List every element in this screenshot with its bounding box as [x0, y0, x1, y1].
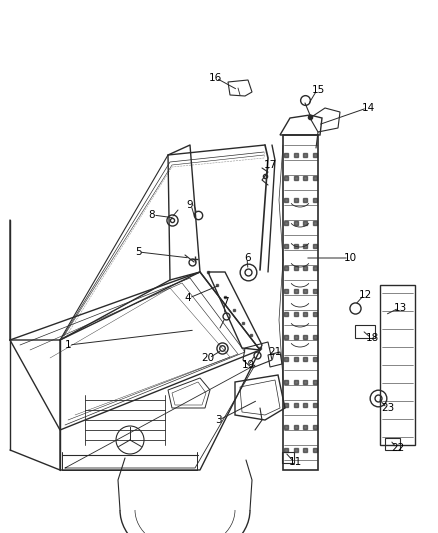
Text: 14: 14	[361, 103, 374, 113]
Text: 15: 15	[311, 85, 325, 95]
Text: 17: 17	[263, 160, 277, 170]
Text: 6: 6	[245, 253, 251, 263]
Text: 19: 19	[241, 360, 254, 370]
Text: 5: 5	[135, 247, 141, 257]
Text: 13: 13	[393, 303, 406, 313]
Text: 3: 3	[215, 415, 221, 425]
Text: 4: 4	[185, 293, 191, 303]
Text: 9: 9	[187, 200, 193, 210]
Text: 22: 22	[392, 443, 405, 453]
Text: 20: 20	[201, 353, 215, 363]
Text: 8: 8	[148, 210, 155, 220]
Text: 18: 18	[365, 333, 378, 343]
Text: 7: 7	[222, 297, 228, 307]
Text: 12: 12	[358, 290, 371, 300]
Text: 10: 10	[343, 253, 357, 263]
Text: 23: 23	[381, 403, 395, 413]
Text: 16: 16	[208, 73, 222, 83]
Text: 21: 21	[268, 347, 282, 357]
Text: 1: 1	[65, 340, 71, 350]
Text: 11: 11	[288, 457, 302, 467]
